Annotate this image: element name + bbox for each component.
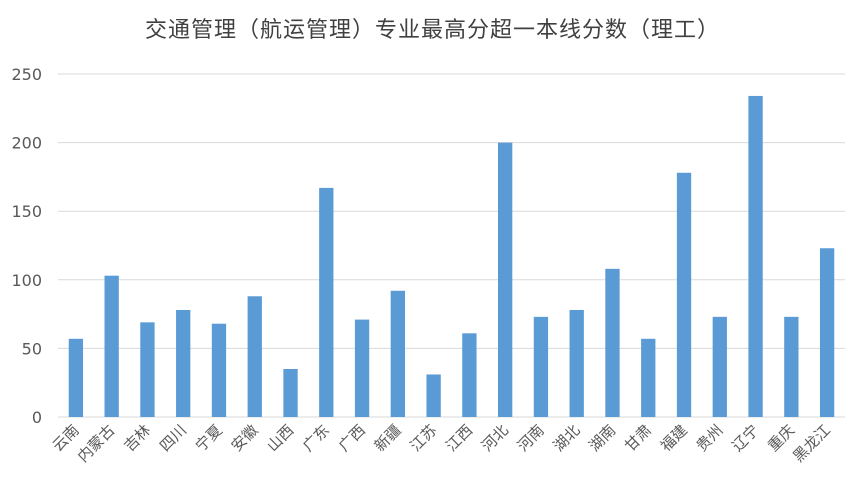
bar-河北: [498, 142, 513, 417]
x-tick-label: 辽宁: [728, 421, 762, 455]
y-tick-label: 50: [22, 339, 42, 358]
bar-福建: [676, 172, 692, 417]
bars: [68, 95, 835, 418]
x-tick-label: 湖南: [585, 421, 619, 455]
bar-新疆: [390, 290, 405, 417]
x-tick-label: 福建: [657, 421, 691, 455]
x-tick-label: 安徽: [228, 421, 262, 455]
bar-贵州: [712, 316, 727, 417]
bar-吉林: [140, 322, 155, 417]
x-tick-label: 吉林: [120, 421, 154, 455]
bar-甘肃: [641, 338, 656, 417]
chart-title: 交通管理（航运管理）专业最高分超一本线分数（理工）: [144, 18, 720, 43]
y-tick-label: 200: [11, 134, 42, 153]
bar-宁夏: [211, 323, 227, 417]
bar-湖南: [605, 268, 620, 417]
x-tick-label: 广东: [299, 421, 333, 455]
bar-广西: [354, 319, 370, 417]
bar-江西: [462, 333, 477, 417]
x-tick-label: 广西: [335, 421, 369, 455]
bar-安徽: [247, 296, 262, 417]
bar-四川: [176, 309, 191, 417]
y-tick-label: 0: [32, 408, 42, 427]
x-tick-label: 黑龙江: [789, 421, 834, 466]
bar-湖北: [569, 309, 584, 417]
y-tick-label: 250: [11, 65, 42, 84]
x-tick-label: 江苏: [406, 421, 440, 455]
bar-内蒙古: [104, 275, 119, 417]
bar-重庆: [784, 316, 799, 417]
bar-云南: [68, 338, 84, 417]
x-tick-label: 山西: [263, 421, 297, 455]
bar-河南: [533, 316, 549, 417]
x-tick-label: 新疆: [371, 421, 405, 455]
x-tick-label: 江西: [442, 421, 476, 455]
x-axis-ticks: 云南内蒙古 吉林 四川 宁夏 安徽 山西 广东 广西 新疆 江苏 江西 河北 河南 湖北 湖南 甘肃 福建 贵州辽…: [49, 421, 834, 466]
x-tick-label: 宁夏: [192, 421, 226, 455]
x-tick-label: 河南: [514, 421, 548, 455]
x-tick-label: 四川: [156, 421, 190, 455]
x-tick-label: 内蒙古: [74, 421, 119, 466]
bar-广东: [319, 187, 334, 417]
bar-山西: [283, 368, 298, 417]
y-axis-ticks: 0 50 100 150 200 250: [11, 65, 42, 427]
x-tick-label: 河北: [478, 421, 512, 455]
bar-黑龙江: [819, 248, 835, 417]
bar-江苏: [426, 374, 441, 417]
x-tick-label: 甘肃: [621, 421, 655, 455]
x-tick-label: 贵州: [693, 421, 727, 455]
y-tick-label: 150: [11, 202, 42, 221]
bar-辽宁: [748, 95, 763, 418]
x-tick-label: 湖北: [550, 421, 584, 455]
y-tick-label: 100: [11, 271, 42, 290]
